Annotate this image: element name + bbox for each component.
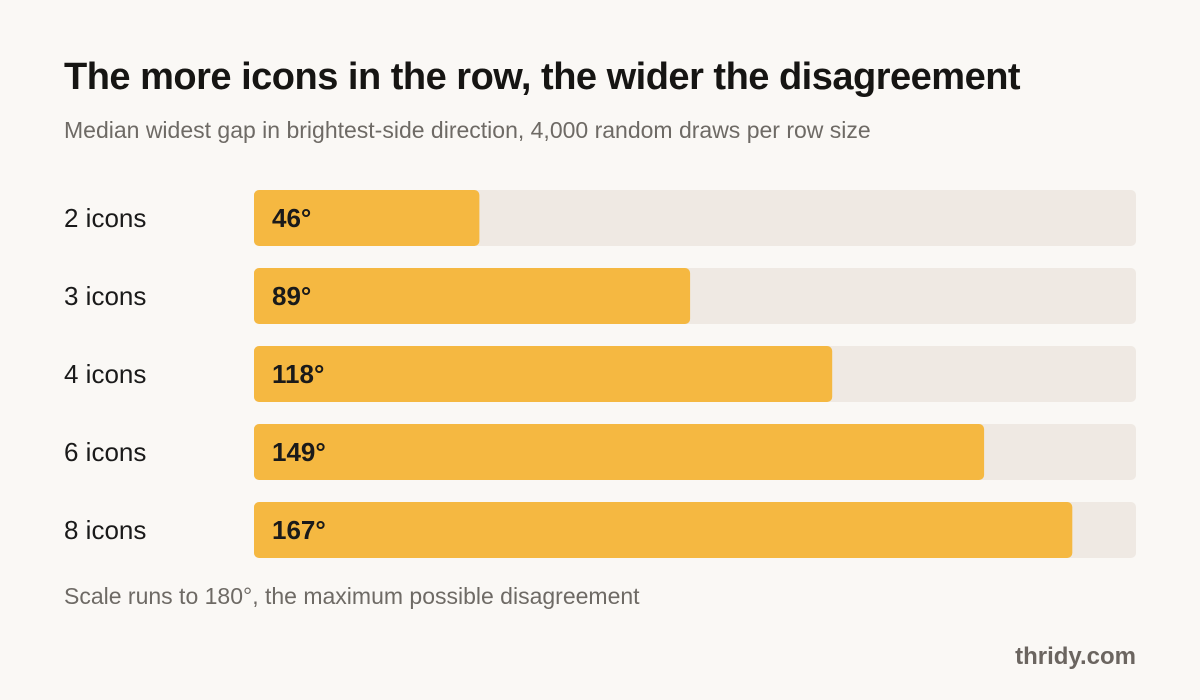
chart-title: The more icons in the row, the wider the…: [64, 56, 1021, 98]
chart-footnote: Scale runs to 180°, the maximum possible…: [64, 583, 640, 609]
category-label: 3 icons: [64, 281, 146, 311]
bar: [254, 268, 691, 324]
bar: [254, 424, 985, 480]
category-label: 6 icons: [64, 437, 146, 467]
brand-link[interactable]: thridy.com: [1015, 643, 1136, 670]
category-label: 2 icons: [64, 203, 146, 233]
chart-subtitle: Median widest gap in brightest-side dire…: [64, 117, 871, 143]
bar: [254, 502, 1073, 558]
bar-value-label: 149°: [272, 437, 326, 467]
bar: [254, 190, 480, 246]
bar-value-label: 89°: [272, 281, 311, 311]
bar: [254, 346, 833, 402]
category-label: 4 icons: [64, 359, 146, 389]
bar-value-label: 118°: [272, 359, 324, 389]
category-label: 8 icons: [64, 515, 146, 545]
bar-value-label: 46°: [272, 203, 311, 233]
bar-value-label: 167°: [272, 515, 326, 545]
